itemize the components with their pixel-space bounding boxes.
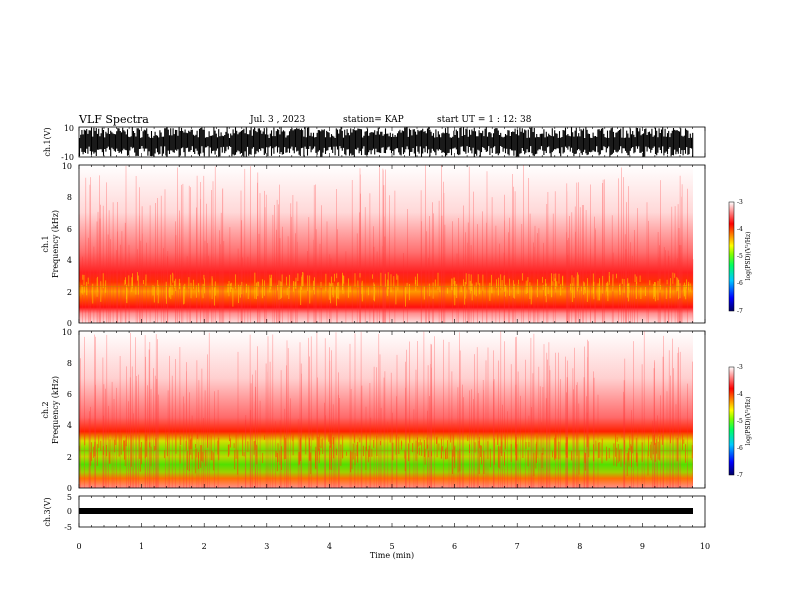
xtick-label-5: 5 xyxy=(389,542,394,551)
ch3-ytick-0: 0 xyxy=(67,507,72,516)
xtick-label-0: 0 xyxy=(76,542,81,551)
ch1-ytick-0: 0 xyxy=(67,319,72,328)
date-label: Jul. 3 , 2023 xyxy=(249,115,305,125)
ch2-cb-tick-m3: -3 xyxy=(737,364,743,371)
ch2-spectrogram-ylabel-channel: ch.2 xyxy=(41,401,50,418)
ch3-waveform-trace xyxy=(79,508,693,514)
ch2-cb-tick-m4: -4 xyxy=(737,391,743,398)
ch1-cb-tick-m4: -4 xyxy=(737,226,743,233)
ch1-cb-tick-m3: -3 xyxy=(737,199,743,206)
time-tick-marks xyxy=(78,127,706,527)
ch2-ytick-8: 8 xyxy=(67,359,72,368)
ch2-freq-ticks: 0 2 4 6 8 10 xyxy=(62,328,72,493)
xtick-label-9: 9 xyxy=(640,542,645,551)
ch1-colorbar-label: log(PSD)(V²/Hz) xyxy=(745,232,752,281)
xtick-label-10: 10 xyxy=(700,542,710,551)
xtick-label-7: 7 xyxy=(515,542,520,551)
start-time-label: start UT = 1 : 12: 38 xyxy=(437,115,532,125)
ch1-waveform-panel: 10 -10 ch.1(V) xyxy=(43,124,706,162)
time-axis-label: Time (min) xyxy=(370,551,414,560)
ch1-ytick-6: 6 xyxy=(67,225,72,234)
time-axis-labels: 0 1 2 3 4 5 6 7 8 9 10 xyxy=(76,542,710,551)
ch1-spectrogram-ylabel-channel: ch.1 xyxy=(41,235,50,252)
ch2-impulses xyxy=(80,331,693,488)
ch2-ytick-4: 4 xyxy=(67,421,72,430)
ch1-cb-tick-m6: -6 xyxy=(737,280,743,287)
ch3-waveform-ylabel: ch.3(V) xyxy=(43,497,52,526)
xtick-label-4: 4 xyxy=(327,542,332,551)
ch1-ytick-10: 10 xyxy=(62,162,72,171)
ch1-colorbar xyxy=(728,201,735,312)
ch1-ytick-8: 8 xyxy=(67,193,72,202)
ch1-ytick-4: 4 xyxy=(67,256,72,265)
ch3-waveform-panel: 5 0 -5 ch.3(V) xyxy=(43,493,706,532)
ch1-spectrogram-panel: 0 2 4 6 8 10 ch.1 Frequency (kHz) -3 -4 … xyxy=(41,162,752,328)
ch1-waveform-ylabel: ch.1(V) xyxy=(43,127,52,156)
ch2-spectrogram-streaks xyxy=(78,331,693,488)
ch2-spectrogram-image xyxy=(79,331,693,488)
ch2-ytick-0: 0 xyxy=(67,484,72,493)
ch2-spectrogram-ylabel-frequency: Frequency (kHz) xyxy=(51,376,60,444)
ch1-waveform-path xyxy=(78,127,694,157)
ch2-ytick-6: 6 xyxy=(67,390,72,399)
ch1-ytick-bottom: -10 xyxy=(61,153,74,162)
ch1-spectrogram-streaks xyxy=(78,165,694,323)
xtick-label-3: 3 xyxy=(264,542,269,551)
ch2-spectrogram-panel: 0 2 4 6 8 10 ch.2 Frequency (kHz) -3 -4 … xyxy=(41,328,752,493)
ch1-ytick-2: 2 xyxy=(67,288,72,297)
ch1-freq-ticks: 0 2 4 6 8 10 xyxy=(62,162,72,328)
ch2-ytick-10: 10 xyxy=(62,328,72,337)
time-axis-ticks xyxy=(78,127,706,527)
xtick-label-1: 1 xyxy=(139,542,144,551)
figure-title: VLF Spectra xyxy=(78,113,149,126)
ch1-cb-tick-m5: -5 xyxy=(737,253,743,260)
ch2-ytick-2: 2 xyxy=(67,453,72,462)
ch1-spectrogram-image xyxy=(79,165,693,323)
ch2-cb-tick-m6: -6 xyxy=(737,445,743,452)
ch2-cb-tick-m5: -5 xyxy=(737,418,743,425)
ch3-ytick-m5: -5 xyxy=(64,523,72,532)
xtick-label-6: 6 xyxy=(452,542,457,551)
xtick-label-8: 8 xyxy=(577,542,582,551)
ch3-ytick-5: 5 xyxy=(67,493,72,502)
xtick-label-2: 2 xyxy=(202,542,207,551)
ch1-cb-tick-m7: -7 xyxy=(737,308,743,315)
ch1-spectrogram-ylabel-frequency: Frequency (kHz) xyxy=(51,210,60,278)
ch1-waveform-trace xyxy=(78,127,694,157)
ch2-colorbar xyxy=(728,366,735,476)
station-label: station= KAP xyxy=(343,115,404,125)
ch2-cb-tick-m7: -7 xyxy=(737,472,743,479)
ch1-band-texture xyxy=(78,272,691,307)
ch1-ytick-top: 10 xyxy=(64,124,74,133)
ch2-colorbar-label: log(PSD)(V²/Hz) xyxy=(745,397,752,446)
